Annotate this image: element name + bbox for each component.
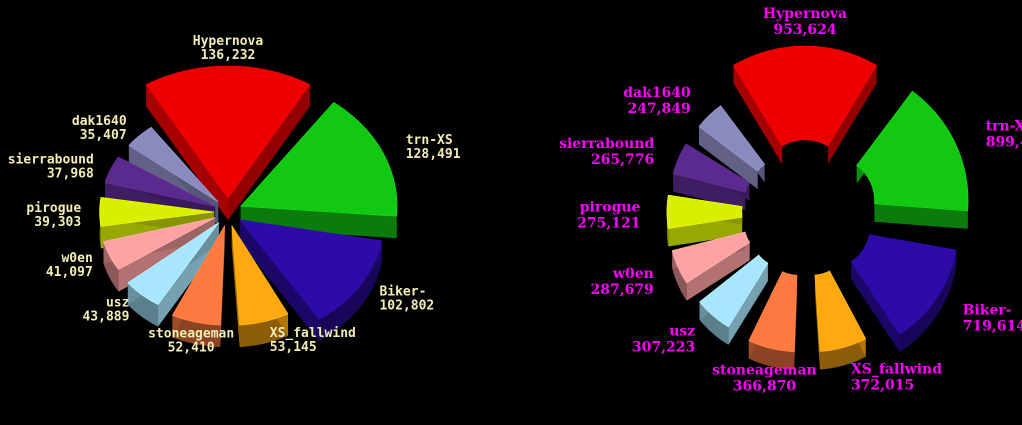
slice-top bbox=[733, 45, 877, 147]
slice-top bbox=[672, 143, 750, 193]
slice-top bbox=[145, 65, 311, 199]
slice-label-value: 102,802 bbox=[379, 299, 434, 314]
slice-label-value: 719,614 bbox=[963, 319, 1022, 335]
slice-trn-XS bbox=[240, 102, 398, 239]
slice-usz bbox=[699, 254, 769, 345]
slice-label-value: 366,870 bbox=[733, 379, 797, 395]
slice-label-name: sierrabound bbox=[8, 152, 94, 167]
slice-sierrabound bbox=[672, 143, 750, 211]
slice-label-name: Biker- bbox=[963, 303, 1012, 319]
slice-label-name: sierrabound bbox=[559, 136, 654, 152]
slice-top bbox=[856, 90, 969, 212]
slice-label-value: 372,015 bbox=[851, 378, 914, 394]
slice-side bbox=[899, 250, 957, 353]
slice-top bbox=[850, 234, 957, 335]
slice-label-value: 53,145 bbox=[270, 340, 317, 355]
slice-cut bbox=[874, 203, 968, 229]
slice-side bbox=[319, 240, 382, 342]
slice-trn-XS bbox=[856, 90, 969, 229]
slice-label-value: 41,097 bbox=[46, 265, 93, 280]
slice-label-name: trn-XS bbox=[406, 133, 453, 148]
slice-stoneageman bbox=[171, 225, 225, 348]
slice-top bbox=[238, 219, 383, 320]
slice-cut bbox=[668, 217, 743, 247]
slice-cut bbox=[827, 65, 877, 165]
slice-top bbox=[171, 225, 225, 326]
slice-cut bbox=[699, 126, 758, 190]
slice-label-value: 265,776 bbox=[591, 152, 654, 168]
slice-label-name: usz bbox=[669, 323, 695, 339]
slice-cut bbox=[239, 219, 320, 342]
slice-label-name: pirogue bbox=[580, 200, 641, 216]
slice-label-value: 136,232 bbox=[201, 48, 256, 63]
slice-label-name: usz bbox=[106, 295, 129, 310]
slice-Biker- bbox=[850, 234, 957, 353]
slice-cut bbox=[673, 173, 746, 211]
slice-top bbox=[666, 194, 743, 229]
slice-cut bbox=[733, 65, 783, 165]
slice-top bbox=[103, 217, 216, 270]
slice-label-value: 43,889 bbox=[82, 309, 129, 324]
slice-label-name: dak1640 bbox=[623, 85, 691, 101]
slice-label-value: 128,491 bbox=[406, 147, 461, 162]
slice-top bbox=[128, 126, 219, 203]
slice-label-name: stoneageman bbox=[148, 327, 234, 342]
slice-label-name: Hypernova bbox=[193, 34, 264, 49]
slice-top bbox=[104, 156, 216, 207]
slice-side bbox=[239, 313, 288, 348]
slice-usz bbox=[127, 222, 219, 327]
slice-label-name: dak1640 bbox=[72, 114, 127, 129]
slice-label-value: 247,849 bbox=[627, 101, 690, 117]
slice-cut bbox=[231, 225, 240, 348]
slice-Hypernova bbox=[145, 65, 311, 221]
slice-label-name: Hypernova bbox=[763, 6, 847, 22]
slice-w0en bbox=[671, 231, 751, 301]
slice-stoneageman bbox=[748, 271, 798, 370]
slice-top bbox=[99, 196, 215, 227]
slice-label-name: XS_fallwind bbox=[851, 362, 942, 378]
slice-top bbox=[699, 254, 769, 328]
slice-pirogue bbox=[666, 194, 743, 247]
slice-label-name: Biker- bbox=[379, 285, 426, 300]
slice-side bbox=[748, 340, 795, 370]
slice-label-value: 899,437 bbox=[986, 135, 1022, 151]
slice-side bbox=[819, 338, 866, 370]
slice-label-value: 275,121 bbox=[577, 216, 640, 232]
slice-label-name: stoneageman bbox=[712, 363, 817, 379]
slice-label-value: 287,679 bbox=[590, 282, 653, 298]
slice-side bbox=[172, 315, 221, 348]
slice-cut bbox=[728, 263, 768, 345]
slice-dak1640 bbox=[698, 105, 766, 190]
slice-label-value: 35,407 bbox=[80, 128, 127, 143]
slice-top bbox=[127, 222, 219, 306]
slice-label-value: 307,223 bbox=[632, 339, 695, 355]
slice-top bbox=[814, 270, 867, 352]
slice-label-name: pirogue bbox=[26, 201, 81, 216]
slice-label-value: 39,303 bbox=[34, 215, 81, 230]
slice-label-name: w0en bbox=[61, 251, 92, 266]
slice-cut bbox=[686, 242, 750, 301]
slice-cut bbox=[851, 261, 900, 353]
slice-XS_fallwind bbox=[814, 270, 867, 370]
slice-top bbox=[671, 231, 751, 284]
slice-label-value: 953,624 bbox=[773, 22, 837, 38]
slice-cut bbox=[228, 84, 310, 221]
slice-label-name: w0en bbox=[612, 266, 654, 282]
slice-top bbox=[240, 102, 398, 217]
slice-label-value: 37,968 bbox=[47, 166, 94, 181]
slice-label-name: XS_fallwind bbox=[270, 326, 356, 341]
slice-Biker- bbox=[238, 219, 383, 342]
slice-top bbox=[231, 225, 289, 326]
slice-XS_fallwind bbox=[231, 225, 289, 348]
slice-cut bbox=[146, 84, 228, 221]
slice-top bbox=[748, 271, 798, 352]
slice-label-value: 52,410 bbox=[168, 341, 215, 356]
slice-Hypernova bbox=[733, 45, 877, 165]
slice-top bbox=[698, 105, 766, 172]
slice-label-name: trn-XS bbox=[986, 119, 1022, 135]
